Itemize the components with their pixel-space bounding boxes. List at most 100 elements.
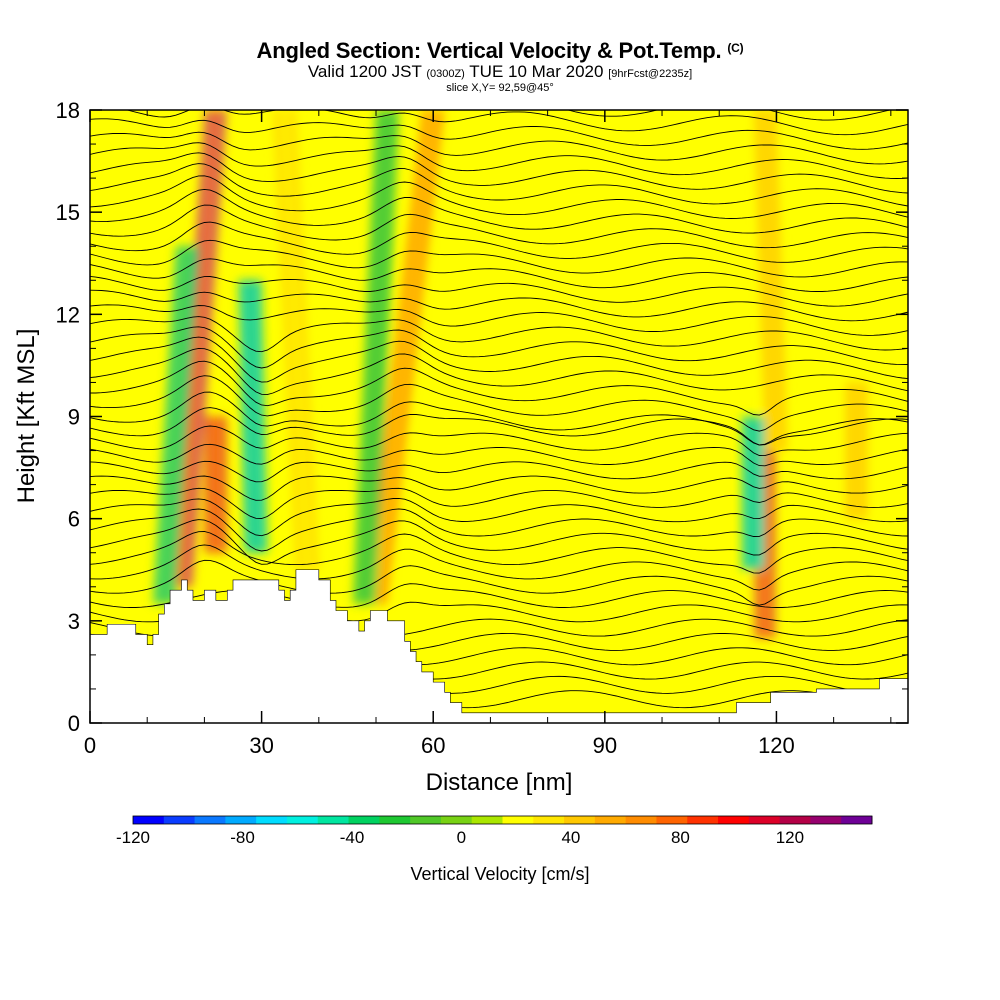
theta-contour — [90, 239, 908, 278]
x-axis-title: Distance [nm] — [426, 769, 573, 796]
theta-contour — [90, 508, 908, 552]
theta-contour — [90, 163, 908, 207]
y-axis-title: Height [Kft MSL] — [13, 329, 40, 504]
colorbar-swatch — [625, 816, 657, 824]
x-tick-label: 120 — [758, 733, 795, 758]
theta-contour — [90, 487, 908, 519]
colorbar-swatch — [594, 816, 627, 824]
y-tick-label: 12 — [56, 302, 80, 327]
theta-contour — [90, 204, 908, 249]
colorbar-swatch — [225, 816, 257, 824]
theta-contour — [90, 425, 908, 457]
subtitle-forecast: [9hrFcst@2235z] — [608, 68, 693, 80]
updraft-band-1-layer-4 — [213, 416, 218, 553]
colorbar: -120 -80 -40 0 40 80 120 — [116, 815, 873, 847]
x-tick-label: 0 — [84, 733, 96, 758]
colorbar-swatch — [779, 816, 811, 824]
chart-subtitle: Valid 1200 JST (0300Z) TUE 10 Mar 2020 [… — [0, 63, 1000, 83]
colorbar-swatch — [440, 816, 473, 824]
theta-contour — [90, 118, 908, 150]
colorbar-tick-label: 40 — [561, 828, 580, 847]
theta-contour — [90, 258, 908, 292]
updraft-band-5-layer-4 — [762, 110, 779, 451]
colorbar-tick-label: -80 — [230, 828, 255, 847]
y-tick-label: 0 — [68, 711, 80, 736]
theta-contour — [90, 375, 908, 432]
theta-contour — [90, 360, 908, 416]
theta-contour — [90, 497, 908, 537]
colorbar-swatch — [410, 816, 442, 824]
theta-contour — [90, 289, 908, 322]
subtitle-utc: (0300Z) — [426, 68, 465, 80]
theta-contour — [90, 347, 908, 396]
theta-contour — [90, 326, 908, 369]
theta-contour — [90, 304, 908, 336]
colorbar-swatch — [564, 816, 596, 824]
colorbar-swatch — [718, 816, 750, 824]
updraft-band-3-layer-4 — [282, 110, 310, 570]
colorbar-swatch — [163, 816, 196, 824]
theta-contour — [90, 407, 908, 446]
theta-contour — [90, 443, 908, 467]
theta-contour — [90, 475, 908, 501]
theta-contour — [90, 188, 908, 234]
theta-contour — [90, 460, 908, 483]
subtitle-date: TUE 10 Mar 2020 — [469, 62, 604, 81]
theta-contour — [90, 152, 908, 194]
updraft-band-6-layer-4 — [854, 382, 859, 519]
theta-contour — [90, 544, 908, 591]
colorbar-title: Vertical Velocity [cm/s] — [410, 864, 589, 884]
y-tick-label: 15 — [56, 200, 80, 225]
x-tick-label: 60 — [421, 733, 445, 758]
y-tick-label: 9 — [68, 405, 80, 430]
theta-contour — [90, 131, 908, 165]
colorbar-frame — [132, 815, 873, 825]
theta-contour — [90, 175, 908, 219]
subtitle-valid: Valid 1200 JST — [307, 62, 422, 81]
colorbar-swatch — [502, 816, 534, 824]
theta-contour — [90, 531, 908, 574]
y-tick-label: 3 — [68, 609, 80, 634]
colorbar-swatch — [687, 816, 719, 824]
theta-contour — [90, 275, 908, 307]
theta-contour — [90, 336, 908, 383]
colorbar-tick-label: -120 — [116, 828, 150, 847]
y-tick-label: 18 — [56, 98, 80, 123]
colorbar-swatch — [194, 816, 226, 824]
downdraft-band-0-layer-4 — [162, 246, 190, 604]
theta-contour — [90, 519, 908, 565]
colorbar-swatch — [256, 816, 288, 824]
colorbar-tick-label: 0 — [457, 828, 466, 847]
colorbar-swatch — [133, 816, 165, 824]
theta-contour — [90, 142, 908, 179]
colorbar-swatch — [810, 816, 842, 824]
colorbar-swatch — [841, 816, 873, 824]
chart-title-text: Angled Section: Vertical Velocity & Pot.… — [256, 38, 722, 63]
colorbar-swatch — [348, 816, 380, 824]
axis-ticks: 0 30 60 90 120 0 3 6 9 12 15 18 — [56, 98, 908, 758]
theta-contour — [90, 391, 908, 446]
theta-contour — [90, 559, 908, 606]
theta-contour — [90, 221, 908, 263]
x-tick-label: 90 — [593, 733, 617, 758]
colorbar-tick-label: 120 — [776, 828, 804, 847]
colorbar-swatch — [286, 816, 319, 824]
colorbar-swatch — [533, 816, 565, 824]
x-tick-label: 30 — [249, 733, 273, 758]
colorbar-swatch — [656, 816, 688, 824]
colorbar-tick-label: -40 — [340, 828, 365, 847]
downdraft-band-2-layer-4 — [362, 110, 390, 604]
terrain-mask — [90, 569, 908, 723]
theta-contour — [125, 110, 908, 136]
colorbar-swatch — [748, 816, 781, 824]
theta-contour — [90, 316, 908, 353]
colorbar-swatch — [471, 816, 503, 824]
chart-title-mark: (C) — [727, 41, 744, 55]
colorbar-swatch — [317, 816, 350, 824]
slice-label: slice X,Y= 92,59@45° — [446, 82, 554, 94]
downdraft-band-3-layer-4 — [751, 416, 756, 570]
chart-title: Angled Section: Vertical Velocity & Pot.… — [0, 36, 1000, 63]
colorbar-tick-label: 80 — [671, 828, 690, 847]
theta-contour — [90, 583, 908, 608]
